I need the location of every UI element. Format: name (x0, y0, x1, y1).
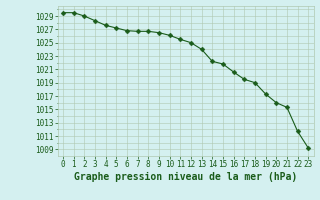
X-axis label: Graphe pression niveau de la mer (hPa): Graphe pression niveau de la mer (hPa) (74, 172, 297, 182)
